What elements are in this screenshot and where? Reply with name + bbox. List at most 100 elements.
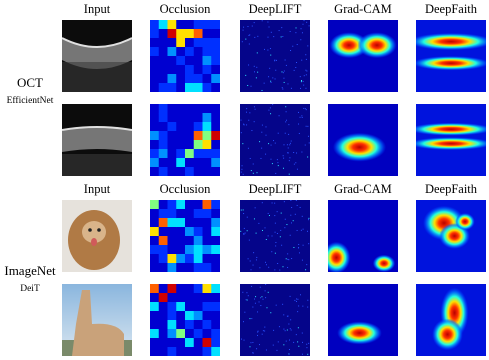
attribution-speck (282, 155, 284, 157)
attribution-speck (279, 236, 281, 238)
attribution-speck (265, 239, 267, 241)
attribution-speck (250, 85, 252, 87)
attribution-speck (303, 107, 305, 109)
occlusion-cell (202, 338, 212, 348)
attribution-speck (249, 157, 251, 159)
occlusion-cell (150, 38, 160, 48)
attribution-speck (289, 234, 291, 236)
occlusion-cell (193, 284, 203, 294)
occlusion-cell (150, 104, 160, 114)
attribution-speck (270, 81, 272, 83)
attribution-speck (284, 330, 286, 332)
occlusion-cell (211, 74, 220, 84)
attribution-speck (288, 173, 290, 175)
attribution-speck (265, 126, 267, 128)
model-label: EfficientNet (7, 95, 54, 106)
attribution-speck (257, 331, 259, 333)
occlusion-cell (176, 236, 186, 246)
attribution-speck (251, 130, 253, 132)
occlusion-cell (150, 74, 160, 84)
occlusion-cell (158, 227, 168, 237)
occlusion-cell (202, 104, 212, 114)
attribution-speck (283, 201, 285, 203)
retina-edge (62, 37, 132, 48)
attribution-speck (292, 45, 294, 47)
occlusion-cell (167, 200, 177, 210)
attribution-speck (254, 298, 256, 300)
attribution-speck (283, 81, 285, 83)
occlusion-cell (185, 347, 195, 356)
attribution-speck (288, 349, 290, 351)
occlusion-cell (211, 104, 220, 114)
attribution-speck (242, 29, 244, 31)
attribution-speck (300, 81, 302, 83)
occlusion-cell (202, 167, 212, 176)
attribution-speck (251, 318, 253, 320)
attribution-speck (250, 269, 252, 271)
occlusion-cell (202, 320, 212, 330)
attribution-speck (282, 266, 284, 268)
occlusion-cell (193, 302, 203, 312)
occlusion-cell (185, 83, 195, 92)
attribution-speck (259, 141, 261, 143)
attribution-speck (298, 132, 300, 134)
attribution-speck (287, 315, 289, 317)
attribution-speck (298, 123, 300, 125)
attribution-speck (253, 71, 255, 73)
attribution-speck (301, 32, 303, 34)
occlusion-cell (176, 284, 186, 294)
occlusion-cell (185, 293, 195, 303)
attribution-speck (308, 142, 310, 144)
attribution-speck (257, 35, 259, 37)
attribution-speck (282, 303, 284, 305)
attribution-speck (290, 50, 292, 52)
occlusion-cell (185, 38, 195, 48)
attribution-speck (261, 147, 263, 149)
attribution-speck (261, 333, 263, 335)
occlusion-cell (211, 302, 220, 312)
attribution-speck (249, 34, 251, 36)
occlusion-cell (211, 20, 220, 30)
attribution-speck (274, 142, 276, 144)
attribution-speck (260, 297, 262, 299)
attribution-speck (288, 133, 290, 135)
occlusion-cell (185, 113, 195, 123)
attribution-speck (296, 298, 298, 300)
attribution-speck (277, 262, 279, 264)
occlusion-cell (193, 347, 203, 356)
occlusion-cell (202, 29, 212, 39)
model-label: DeiT (20, 284, 40, 294)
attribution-speck (306, 230, 308, 232)
attribution-speck (243, 123, 245, 125)
occlusion-cell (167, 38, 177, 48)
attribution-speck (293, 163, 295, 165)
occlusion-cell (167, 209, 177, 219)
occlusion-cell (158, 209, 168, 219)
saliency-map (240, 284, 310, 356)
occlusion-cell (167, 74, 177, 84)
attribution-speck (271, 235, 273, 237)
attribution-speck (277, 341, 279, 343)
attribution-speck (273, 140, 275, 142)
attribution-speck (270, 158, 272, 160)
attribution-speck (300, 294, 302, 296)
occlusion-cell (211, 38, 220, 48)
occlusion-cell (193, 113, 203, 123)
input-image (62, 20, 132, 92)
attribution-speck (274, 60, 276, 62)
attribution-speck (265, 153, 267, 155)
attribution-speck (285, 119, 287, 121)
attribution-speck (282, 88, 284, 90)
attribution-speck (276, 349, 278, 351)
occlusion-cell (176, 140, 186, 150)
attribution-speck (284, 132, 286, 134)
occlusion-cell (211, 218, 220, 228)
attribution-speck (282, 35, 284, 37)
attribution-speck (268, 109, 270, 111)
occlusion-cell (150, 302, 160, 312)
occlusion-cell (211, 329, 220, 339)
occlusion-cell (150, 167, 160, 176)
occlusion-cell (193, 104, 203, 114)
occlusion-cell (150, 209, 160, 219)
attribution-speck (296, 43, 298, 45)
